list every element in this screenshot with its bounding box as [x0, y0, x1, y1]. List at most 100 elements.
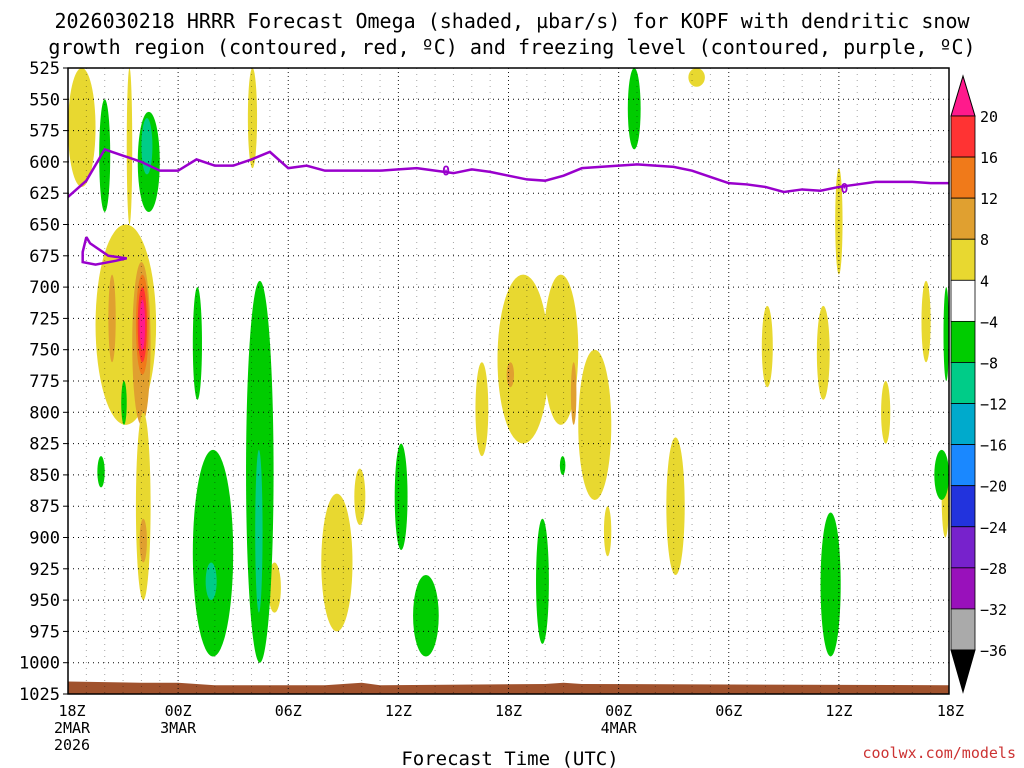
colorbar-label: 12	[980, 190, 998, 208]
omega-shading-layer	[68, 68, 949, 663]
omega-region-19	[570, 362, 577, 425]
colorbar: 20 16 12 8 4 −4 −8 −12 −16 −20 −24 −28 −32 −36	[950, 74, 1007, 694]
omega-region-47	[943, 287, 949, 381]
y-tick-label: 625	[29, 184, 60, 204]
omega-region-33	[97, 456, 105, 488]
omega-region-40	[394, 443, 408, 551]
omega-region-44	[627, 68, 641, 150]
omega-region-17	[543, 274, 579, 425]
x-axis-label: Forecast Time (UTC)	[401, 748, 618, 768]
y-tick-label: 875	[29, 497, 60, 517]
omega-region-45	[820, 512, 841, 657]
y-tick-label: 975	[29, 622, 60, 642]
x-tick-label: 06Z	[275, 702, 302, 720]
x-tick-label: 2MAR	[54, 719, 91, 737]
y-tick-label: 700	[29, 278, 60, 298]
colorbar-label: −36	[980, 642, 1007, 660]
omega-region-32	[141, 118, 153, 175]
chart-title-line-2: growth region (contoured, red, ºC) and f…	[48, 35, 975, 59]
colorbar-swatch	[950, 156, 976, 199]
freezing-level-loop	[81, 236, 128, 266]
omega-region-37	[205, 562, 217, 601]
colorbar-bottom-arrow	[950, 649, 976, 694]
colorbar-label: −20	[980, 478, 1007, 496]
omega-region-1	[126, 68, 133, 225]
plot-area: 00	[67, 67, 950, 695]
colorbar-swatch	[950, 238, 976, 281]
x-tick-label: 4MAR	[601, 719, 638, 737]
y-tick-label: 1000	[19, 654, 60, 674]
freezing-level-layer: 00	[68, 147, 949, 266]
y-tick-label: 775	[29, 372, 60, 392]
omega-region-28	[921, 280, 931, 363]
colorbar-swatch	[950, 197, 976, 240]
omega-region-43	[559, 456, 566, 475]
colorbar-label: −32	[980, 601, 1007, 619]
colorbar-swatch	[950, 320, 976, 363]
freezing-level-line	[68, 147, 949, 198]
y-tick-label: 850	[29, 466, 60, 486]
omega-region-24	[761, 305, 773, 388]
y-tick-label: 950	[29, 591, 60, 611]
y-tick-label: 550	[29, 90, 60, 110]
x-tick-label: 3MAR	[160, 719, 197, 737]
omega-region-15	[475, 362, 489, 457]
colorbar-label: −28	[980, 560, 1007, 578]
chart-title-line-1: 2026030218 HRRR Forecast Omega (shaded, …	[54, 9, 970, 33]
y-tick-label: 825	[29, 435, 60, 455]
y-tick-label: 575	[29, 122, 60, 142]
colorbar-label: 20	[980, 108, 998, 126]
omega-region-27	[881, 381, 891, 444]
freezing-level-label-0: 0	[442, 165, 450, 180]
omega-region-8	[108, 274, 116, 363]
colorbar-swatch	[950, 115, 976, 158]
omega-region-26	[835, 168, 843, 275]
omega-region-39	[255, 449, 263, 613]
colorbar-label: −4	[980, 313, 998, 331]
omega-region-11	[247, 68, 258, 169]
colorbar-label: −16	[980, 437, 1007, 455]
credit-link[interactable]: coolwx.com/models	[862, 744, 1016, 762]
y-tick-label: 750	[29, 341, 60, 361]
x-tick-label: 18Z	[495, 702, 522, 720]
colorbar-swatch	[950, 567, 976, 610]
omega-region-14	[354, 468, 366, 525]
colorbar-swatch	[950, 403, 976, 446]
colorbar-label: −12	[980, 396, 1007, 414]
omega-region-36	[192, 449, 234, 657]
colorbar-swatch	[950, 608, 976, 651]
x-tick-label: 12Z	[385, 702, 412, 720]
x-tick-label: 18Z	[58, 702, 85, 720]
colorbar-label: 4	[980, 272, 989, 290]
x-tick-label: 00Z	[165, 702, 192, 720]
y-tick-label: 650	[29, 216, 60, 236]
omega-region-42	[536, 518, 549, 644]
omega-region-41	[413, 575, 439, 657]
x-tick-label: 2026	[54, 736, 90, 754]
y-axis-ticks: 525 550 575 600 625 650 675 700 725 750 775 800 825 8…	[19, 59, 68, 705]
omega-region-21	[603, 506, 612, 557]
omega-region-34	[121, 381, 127, 425]
colorbar-label: 16	[980, 149, 998, 167]
y-tick-label: 1025	[19, 685, 60, 705]
y-tick-label: 600	[29, 153, 60, 173]
y-tick-label: 675	[29, 247, 60, 267]
omega-region-46	[934, 449, 949, 500]
y-tick-label: 525	[29, 59, 60, 79]
omega-region-30	[99, 99, 111, 212]
omega-region-0	[68, 68, 96, 187]
colorbar-swatch	[950, 485, 976, 528]
colorbar-swatch	[950, 526, 976, 569]
colorbar-label: −24	[980, 519, 1007, 537]
y-tick-label: 925	[29, 560, 60, 580]
omega-region-20	[578, 349, 612, 500]
omega-region-35	[192, 287, 202, 400]
x-tick-label: 12Z	[825, 702, 852, 720]
freezing-level-label-1: 0	[840, 182, 848, 197]
y-tick-label: 725	[29, 309, 60, 329]
omega-region-22	[666, 437, 685, 576]
x-tick-label: 06Z	[715, 702, 742, 720]
omega-region-25	[816, 305, 830, 400]
y-tick-label: 900	[29, 529, 60, 549]
